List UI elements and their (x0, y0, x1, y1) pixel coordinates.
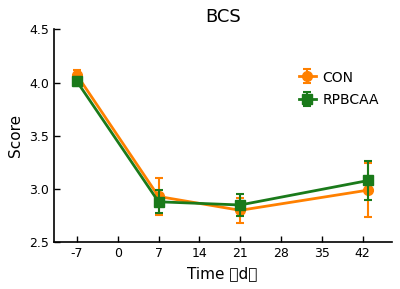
X-axis label: Time （d）: Time （d） (188, 266, 258, 281)
Title: BCS: BCS (205, 8, 240, 26)
Y-axis label: Score: Score (8, 114, 23, 157)
Legend: CON, RPBCAA: CON, RPBCAA (294, 65, 385, 113)
